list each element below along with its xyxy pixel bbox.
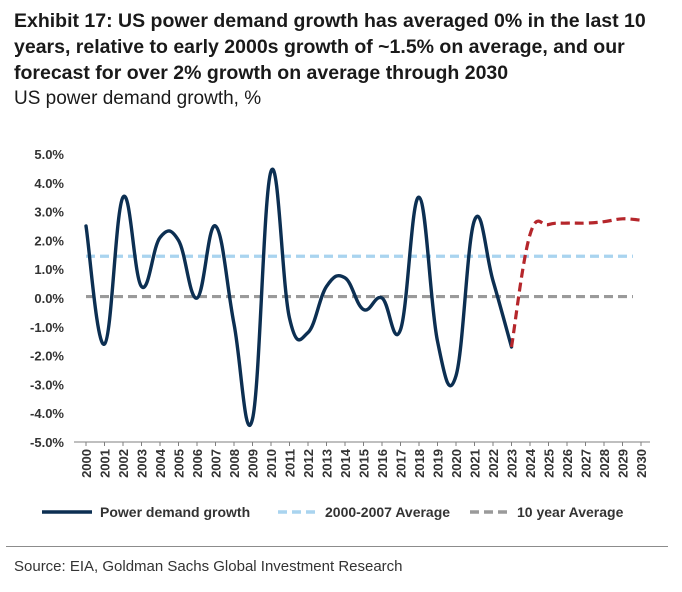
y-tick-label: 0.0% <box>34 291 64 306</box>
x-tick-label: 2000 <box>79 449 94 478</box>
x-tick-label: 2025 <box>542 449 557 478</box>
y-tick-label: 5.0% <box>34 147 64 162</box>
x-tick-label: 2021 <box>468 449 483 478</box>
x-tick-label: 2023 <box>505 449 520 478</box>
x-tick-label: 2015 <box>357 449 372 478</box>
y-axis: 5.0% 4.0% 3.0% 2.0% 1.0% 0.0% -1.0% -2.0% -3.0% -… <box>30 147 64 450</box>
x-tick-label: 2002 <box>116 449 131 478</box>
x-tick-label: 2029 <box>616 449 631 478</box>
x-axis: 2000 2001 2002 2003 2004 2005 2006 2007 2008 2009… <box>74 441 650 478</box>
x-tick-label: 2026 <box>560 449 575 478</box>
x-tick-label: 2022 <box>486 449 501 478</box>
y-tick-label: -5.0% <box>30 435 64 450</box>
y-tick-label: 2.0% <box>34 233 64 248</box>
source-divider <box>6 546 668 547</box>
x-tick-label: 2007 <box>209 449 224 478</box>
x-tick-label: 2017 <box>394 449 409 478</box>
x-tick-label: 2011 <box>283 449 298 477</box>
x-tick-label: 2001 <box>98 449 113 478</box>
x-tick-label: 2016 <box>375 449 390 478</box>
y-tick-label: -1.0% <box>30 320 64 335</box>
average-lines <box>86 254 633 299</box>
x-tick-label: 2030 <box>634 449 649 478</box>
y-tick-label: 1.0% <box>34 262 64 277</box>
y-tick-label: -2.0% <box>30 349 64 364</box>
legend-10-year-average-label: 10 year Average <box>517 504 624 520</box>
y-tick-label: -4.0% <box>30 406 64 421</box>
y-tick-label: 3.0% <box>34 205 64 220</box>
source-note: Source: EIA, Goldman Sachs Global Invest… <box>14 558 403 575</box>
legend-power-demand-growth-label: Power demand growth <box>100 504 250 520</box>
legend: Power demand growth 2000-2007 Average 10 y… <box>42 504 624 520</box>
x-tick-label: 2012 <box>301 449 316 478</box>
power-demand-growth-line <box>84 167 514 428</box>
x-tick-label: 2003 <box>135 449 150 478</box>
x-tick-label: 2009 <box>246 449 261 478</box>
y-tick-label: 4.0% <box>34 176 64 191</box>
chart-title: Exhibit 17: US power demand growth has a… <box>14 10 646 84</box>
x-tick-label: 2013 <box>320 449 335 478</box>
x-tick-label: 2027 <box>579 449 594 478</box>
chart-svg: 5.0% 4.0% 3.0% 2.0% 1.0% 0.0% -1.0% -2.0% -3.0% -… <box>30 147 650 520</box>
y-tick-label: -3.0% <box>30 377 64 392</box>
x-tick-label: 2004 <box>153 448 168 478</box>
x-tick-label: 2010 <box>264 449 279 478</box>
legend-2000-2007-average-label: 2000-2007 Average <box>325 504 450 520</box>
x-tick-label: 2019 <box>431 449 446 478</box>
x-tick-label: 2008 <box>227 449 242 478</box>
x-tick-label: 2018 <box>412 449 427 478</box>
x-tick-label: 2020 <box>449 449 464 478</box>
chart-subtitle: US power demand growth, % <box>14 88 262 109</box>
x-tick-label: 2014 <box>338 448 353 478</box>
x-tick-label: 2024 <box>523 448 538 478</box>
series-lines <box>84 167 642 428</box>
x-tick-label: 2028 <box>597 449 612 478</box>
x-tick-label: 2005 <box>172 449 187 478</box>
forecast-line <box>509 217 642 348</box>
x-tick-label: 2006 <box>190 449 205 478</box>
